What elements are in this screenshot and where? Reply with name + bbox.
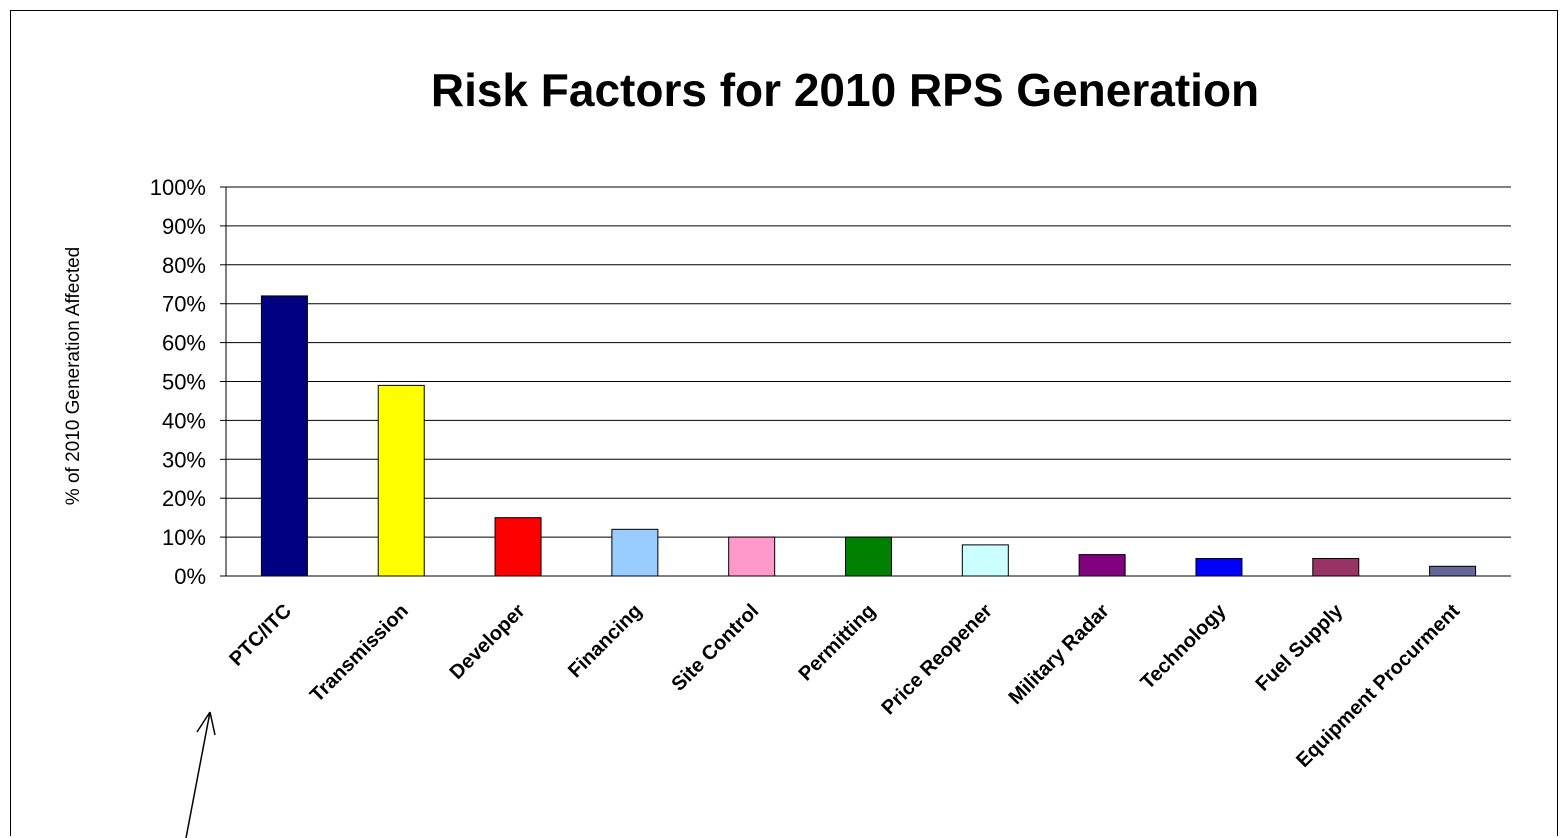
category-label: Developer	[446, 600, 530, 684]
bar-price-reopener	[961, 544, 1009, 577]
bar-developer	[494, 517, 542, 577]
bars	[260, 295, 1477, 577]
category-label: PTC/ITC	[225, 600, 296, 671]
category-label: Transmission	[306, 600, 413, 707]
y-tick-label: 0%	[174, 564, 206, 589]
y-tick-label: 90%	[162, 214, 206, 239]
category-label: Financing	[564, 600, 646, 682]
y-tick-label: 80%	[162, 253, 206, 278]
category-label: Site Control	[668, 600, 764, 696]
bar-military-radar	[1078, 554, 1126, 577]
bar-permitting	[845, 536, 892, 577]
y-axis-label: % of 2010 Generation Affected	[63, 247, 84, 505]
y-tick-label: 100%	[150, 175, 206, 200]
category-label: Permitting	[795, 600, 880, 685]
axes	[225, 187, 1511, 577]
bar-equipment-procurment	[1429, 565, 1477, 577]
chart-title: Risk Factors for 2010 RPS Generation	[431, 64, 1259, 116]
category-label: Technology	[1137, 599, 1231, 693]
category-label: Fuel Supply	[1252, 599, 1348, 695]
y-tick-label: 60%	[162, 331, 206, 356]
y-tick-label: 50%	[162, 370, 206, 395]
y-tick-label: 30%	[162, 447, 206, 472]
bar-site-control	[728, 536, 776, 577]
y-tick-labels: 0% 10% 20% 30% 40% 50% 60% 70% 80% 90% 100%	[150, 175, 206, 589]
bar-ptc-itc	[260, 295, 308, 577]
y-tick-label: 20%	[162, 486, 206, 511]
y-tick-label: 70%	[162, 292, 206, 317]
bar-technology	[1195, 557, 1243, 577]
y-tick-label: 40%	[162, 408, 206, 433]
bar-transmission	[377, 384, 425, 577]
bar-fuel-supply	[1312, 557, 1360, 577]
bar-financing	[611, 528, 659, 577]
annotation-arrow	[185, 711, 216, 838]
category-label: Price Reopener	[878, 600, 997, 719]
category-label: Military Radar	[1005, 600, 1114, 709]
category-labels: PTC/ITC Transmission Developer Financing Sit…	[225, 599, 1464, 772]
y-tick-label: 10%	[162, 525, 206, 550]
